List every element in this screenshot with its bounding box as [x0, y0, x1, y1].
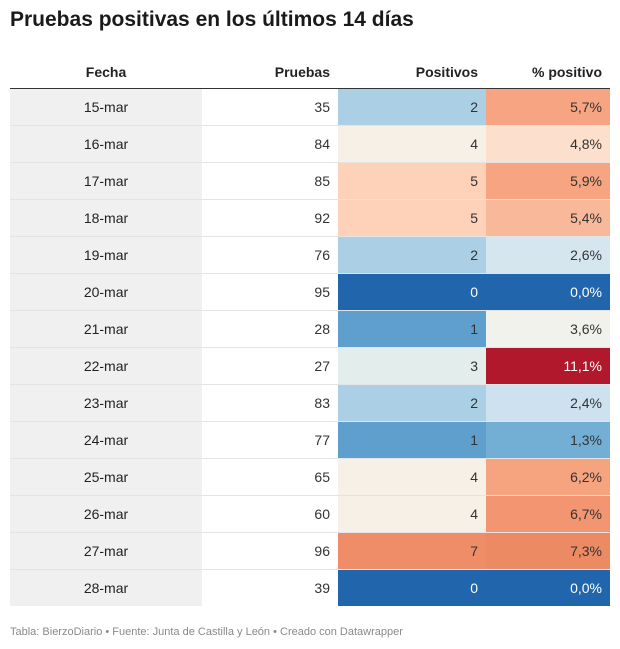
- cell-pct-positivo: 4,8%: [486, 125, 610, 163]
- cell-pruebas: 77: [202, 421, 338, 459]
- data-table: Fecha Pruebas Positivos % positivo 15-ma…: [10, 55, 610, 606]
- table-row: 24-mar 77 1 1,3%: [10, 421, 610, 459]
- cell-pruebas: 96: [202, 532, 338, 570]
- cell-pruebas: 39: [314, 580, 330, 596]
- cell-pct-positivo: 2,6%: [486, 236, 610, 274]
- cell-pruebas: 76: [202, 236, 338, 274]
- cell-pct-positivo: 6,2%: [486, 458, 610, 496]
- cell-pruebas: 85: [202, 162, 338, 200]
- cell-positivos: 1: [338, 421, 486, 459]
- cell-pct-positivo: 6,7%: [486, 495, 610, 533]
- table-header-row: Fecha Pruebas Positivos % positivo: [10, 55, 610, 89]
- cell-pruebas: 83: [202, 384, 338, 422]
- column-header-pruebas[interactable]: Pruebas: [202, 55, 338, 89]
- cell-pct-positivo: 2,4%: [486, 384, 610, 422]
- table-row: 25-mar 65 4 6,2%: [10, 458, 610, 496]
- cell-positivos: 1: [338, 310, 486, 348]
- cell-fecha: 17-mar: [10, 162, 202, 200]
- cell-positivos: 2: [338, 384, 486, 422]
- cell-positivos: 7: [338, 532, 486, 570]
- cell-fecha: 24-mar: [10, 421, 202, 459]
- cell-pruebas: 92: [202, 199, 338, 237]
- cell-fecha: 19-mar: [10, 236, 202, 274]
- cell-fecha: 28-mar: [10, 569, 202, 606]
- footer-credits: Tabla: BierzoDiario • Fuente: Junta de C…: [10, 626, 403, 638]
- cell-positivos: 4: [338, 458, 486, 496]
- table-row: 26-mar 60 4 6,7%: [10, 495, 610, 533]
- table-row: 22-mar 27 3 11,1%: [10, 347, 610, 385]
- cell-pruebas: 60: [202, 495, 338, 533]
- table-row: 28-mar 39 0 0,0%: [10, 569, 610, 606]
- cell-pct-positivo: 7,3%: [486, 532, 610, 570]
- table-row: 20-mar 95 0 0,0%: [10, 273, 610, 311]
- column-header-positivos[interactable]: Positivos: [338, 55, 486, 89]
- cell-pct-positivo: 5,4%: [486, 199, 610, 237]
- cell-positivos: 2: [338, 88, 486, 126]
- cell-pct-positivo: 5,7%: [486, 88, 610, 126]
- cell-pct-positivo: 11,1%: [486, 347, 610, 385]
- table-row: 15-mar 35 2 5,7%: [10, 88, 610, 126]
- cell-fecha: 27-mar: [10, 532, 202, 570]
- cell-fecha: 26-mar: [10, 495, 202, 533]
- table-row: 21-mar 28 1 3,6%: [10, 310, 610, 348]
- cell-pruebas: 65: [202, 458, 338, 496]
- cell-positivos: 5: [338, 162, 486, 200]
- cell-positivos: 2: [338, 236, 486, 274]
- table-row: 27-mar 96 7 7,3%: [10, 532, 610, 570]
- cell-pct-positivo: 5,9%: [486, 162, 610, 200]
- cell-pruebas: 28: [202, 310, 338, 348]
- table-row: 16-mar 84 4 4,8%: [10, 125, 610, 163]
- cell-positivos: 0: [338, 273, 486, 311]
- column-header-pct-positivo[interactable]: % positivo: [486, 55, 610, 89]
- cell-pruebas: 27: [202, 347, 338, 385]
- table-body: 15-mar 35 2 5,7% 16-mar 84 4 4,8% 17-mar 85 5 5,9% 1…: [10, 88, 610, 606]
- cell-fecha: 15-mar: [10, 88, 202, 126]
- cell-fecha: 21-mar: [10, 310, 202, 348]
- cell-positivos: 4: [338, 495, 486, 533]
- cell-fecha: 16-mar: [10, 125, 202, 163]
- cell-pruebas: 84: [202, 125, 338, 163]
- table-row: 19-mar 76 2 2,6%: [10, 236, 610, 274]
- cell-pct-positivo: 0,0%: [486, 569, 610, 606]
- table-row: 17-mar 85 5 5,9%: [10, 162, 610, 200]
- cell-positivos: 4: [338, 125, 486, 163]
- column-header-fecha[interactable]: Fecha: [10, 55, 202, 89]
- cell-fecha: 20-mar: [10, 273, 202, 311]
- cell-fecha: 25-mar: [10, 458, 202, 496]
- cell-pct-positivo: 1,3%: [486, 421, 610, 459]
- cell-pruebas: 95: [202, 273, 338, 311]
- cell-pct-positivo: 3,6%: [486, 310, 610, 348]
- cell-positivos: 5: [338, 199, 486, 237]
- cell-fecha: 18-mar: [10, 199, 202, 237]
- cell-fecha: 23-mar: [10, 384, 202, 422]
- cell-pruebas: 35: [202, 88, 338, 126]
- table-row: 18-mar 92 5 5,4%: [10, 199, 610, 237]
- cell-pct-positivo: 0,0%: [486, 273, 610, 311]
- cell-fecha: 22-mar: [10, 347, 202, 385]
- cell-positivos: 0: [338, 569, 486, 606]
- cell-positivos: 3: [338, 347, 486, 385]
- table-row: 23-mar 83 2 2,4%: [10, 384, 610, 422]
- chart-title: Pruebas positivas en los últimos 14 días: [10, 8, 414, 31]
